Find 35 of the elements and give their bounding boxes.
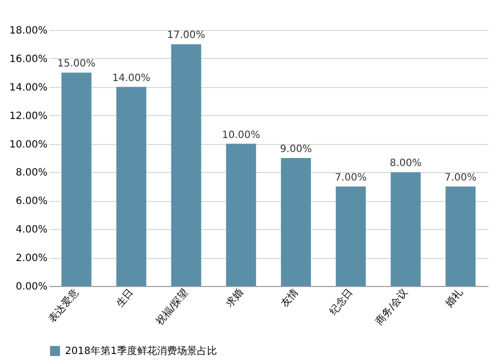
y-tick-label: 2.00% [16,253,48,264]
y-tick-label: 6.00% [16,196,48,208]
x-tick-label: 纪念日 [326,286,356,318]
text: 10.00% [222,130,260,141]
bar [171,44,202,286]
bar [61,72,92,286]
text: 17.00% [167,30,206,42]
bar [446,186,476,286]
y-tick-label: 4.00% [16,224,48,236]
x-tick-label: 友情 [278,286,301,310]
text: 15.00% [57,58,96,70]
x-tick-label: 商务/会议 [373,286,410,328]
y-tick-label: 18.00% [9,26,48,36]
y-tick-label: 0.00% [16,282,48,292]
text: 7.00% [334,172,367,184]
y-tick-label: 16.00% [9,54,48,65]
legend-label: 2018年第1季度鲜花消费场景占比 [65,345,217,357]
y-tick-label: 10.00% [9,139,48,150]
x-tick-label: 生日 [114,286,136,310]
x-tick-label: 求婚 [224,286,246,310]
y-tick-label: 12.00% [9,110,48,122]
x-tick-label: 婚礼 [443,286,466,310]
text: 8.00% [390,158,422,170]
bar [336,186,366,286]
x-tick-label: 表达爱意 [46,286,82,325]
bar [116,86,146,286]
text: 7.00% [444,172,476,184]
y-tick-label: 14.00% [9,82,48,94]
y-tick-label: 8.00% [16,168,48,179]
bar [390,172,421,286]
x-tick-label: 祝福/探望 [154,286,191,328]
bar [280,158,311,286]
text: 14.00% [112,72,150,84]
text: 9.00% [280,144,312,155]
bar [226,144,256,286]
